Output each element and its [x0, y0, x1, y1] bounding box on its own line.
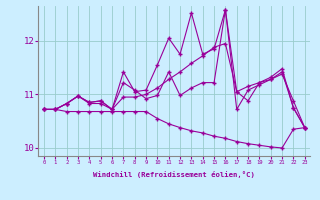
X-axis label: Windchill (Refroidissement éolien,°C): Windchill (Refroidissement éolien,°C) — [93, 171, 255, 178]
